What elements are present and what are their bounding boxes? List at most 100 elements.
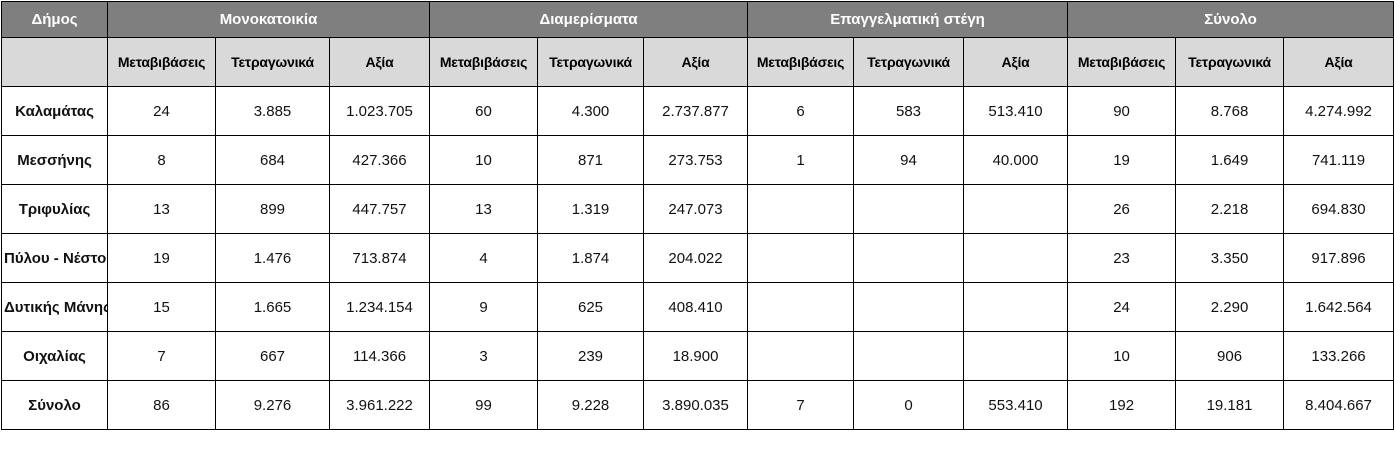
group-header-total: Σύνολο	[1067, 1, 1394, 38]
table-cell: 9.276	[215, 380, 330, 430]
table-cell: 906	[1175, 331, 1285, 381]
sub-header-square-meters: Τετραγωνικά	[537, 37, 645, 87]
table-cell: 24	[107, 86, 216, 136]
table-cell: 15	[107, 282, 216, 332]
table-cell: 94	[853, 135, 965, 185]
row-label: Οιχαλίας	[1, 331, 108, 381]
row-label: Τριφυλίας	[1, 184, 108, 234]
sub-header-value: Αξία	[1283, 37, 1394, 87]
table-cell: 18.900	[643, 331, 749, 381]
table-cell: 1.234.154	[328, 282, 431, 332]
table-cell: 10	[429, 135, 539, 185]
sub-header-transfers: Μεταβιβάσεις	[107, 37, 216, 87]
row-label: Πύλου - Νέστορος	[1, 233, 108, 283]
table-cell: 90	[1067, 86, 1177, 136]
table-row: Μεσσήνης 8 684 427.366 10 871 273.753 1 94 40.000…	[1, 135, 1394, 185]
table-cell: 583	[853, 86, 965, 136]
table-cell	[747, 331, 855, 381]
table-cell: 239	[537, 331, 645, 381]
table-cell: 3.961.222	[328, 380, 431, 430]
table-cell: 192	[1067, 380, 1177, 430]
row-label: Δυτικής Μάνης	[1, 282, 108, 332]
table-row: Σύνολο 86 9.276 3.961.222 99 9.228 3.890.035 7 0…	[1, 380, 1394, 430]
row-label: Σύνολο	[1, 380, 108, 430]
transfers-table: Δήμος Μονοκατοικία Διαμερίσματα Επαγγελμ…	[1, 1, 1394, 430]
table-cell: 8.768	[1175, 86, 1285, 136]
table-cell: 2.737.877	[643, 86, 749, 136]
table-cell: 60	[429, 86, 539, 136]
table-row: Δυτικής Μάνης 15 1.665 1.234.154 9 625 408.410…	[1, 282, 1394, 332]
sub-header-square-meters: Τετραγωνικά	[215, 37, 330, 87]
table-cell: 6	[747, 86, 855, 136]
table-cell: 1.023.705	[328, 86, 431, 136]
table-cell: 7	[107, 331, 216, 381]
table-cell: 8	[107, 135, 216, 185]
table-cell	[963, 184, 1069, 234]
table-cell: 871	[537, 135, 645, 185]
sub-header-blank	[1, 37, 108, 87]
sub-header-transfers: Μεταβιβάσεις	[747, 37, 855, 87]
table-cell: 19	[107, 233, 216, 283]
table-cell: 1.649	[1175, 135, 1285, 185]
sub-header-square-meters: Τετραγωνικά	[1175, 37, 1285, 87]
table-cell: 1.665	[215, 282, 330, 332]
table-row: Οιχαλίας 7 667 114.366 3 239 18.900 10 906 133.26…	[1, 331, 1394, 381]
table-cell: 684	[215, 135, 330, 185]
table-cell: 694.830	[1283, 184, 1394, 234]
row-label: Μεσσήνης	[1, 135, 108, 185]
table-cell: 3.885	[215, 86, 330, 136]
table-body: Καλαμάτας 24 3.885 1.023.705 60 4.300 2.737.87…	[1, 86, 1394, 430]
group-header-detached-houses: Μονοκατοικία	[106, 1, 431, 38]
table-row: Πύλου - Νέστορος191.476713.87441.874204.…	[1, 233, 1394, 283]
table-cell: 917.896	[1283, 233, 1394, 283]
table-cell: 625	[537, 282, 645, 332]
table-cell	[963, 331, 1069, 381]
group-header-row: Δήμος Μονοκατοικία Διαμερίσματα Επαγγελμ…	[1, 1, 1394, 38]
table-cell	[853, 331, 965, 381]
table-cell: 99	[429, 380, 539, 430]
table-cell: 3.350	[1175, 233, 1285, 283]
table-cell: 4.300	[537, 86, 645, 136]
table-cell: 2.218	[1175, 184, 1285, 234]
table-cell: 1.476	[215, 233, 330, 283]
table-cell: 1	[747, 135, 855, 185]
table-cell	[747, 184, 855, 234]
group-header-commercial: Επαγγελματική στέγη	[747, 1, 1069, 38]
table-cell: 23	[1067, 233, 1177, 283]
table-cell: 19	[1067, 135, 1177, 185]
table-cell: 741.119	[1283, 135, 1394, 185]
table-cell: 24	[1067, 282, 1177, 332]
table-row: Καλαμάτας 24 3.885 1.023.705 60 4.300 2.737.87…	[1, 86, 1394, 136]
sub-header-value: Αξία	[643, 37, 749, 87]
table-cell	[853, 233, 965, 283]
table-cell: 133.266	[1283, 331, 1394, 381]
table-cell: 114.366	[328, 331, 431, 381]
table-cell	[747, 282, 855, 332]
table-cell: 553.410	[963, 380, 1069, 430]
table-cell: 427.366	[328, 135, 431, 185]
table-cell: 9.228	[537, 380, 645, 430]
table-cell: 204.022	[643, 233, 749, 283]
table-cell	[963, 282, 1069, 332]
table-cell: 247.073	[643, 184, 749, 234]
table-row: Τριφυλίας 13 899 447.757 13 1.319 247.073 26 2.2…	[1, 184, 1394, 234]
table-cell: 13	[107, 184, 216, 234]
table-cell	[963, 233, 1069, 283]
row-label: Καλαμάτας	[1, 86, 108, 136]
table-cell: 899	[215, 184, 330, 234]
table-cell: 1.642.564	[1283, 282, 1394, 332]
table-cell: 713.874	[328, 233, 431, 283]
table-cell: 7	[747, 380, 855, 430]
table-cell: 3	[429, 331, 539, 381]
table-cell: 13	[429, 184, 539, 234]
table-cell: 26	[1067, 184, 1177, 234]
table-cell: 3.890.035	[643, 380, 749, 430]
table-cell: 0	[853, 380, 965, 430]
table-cell: 8.404.667	[1283, 380, 1394, 430]
sub-header-value: Αξία	[963, 37, 1069, 87]
group-header-apartments: Διαμερίσματα	[429, 1, 749, 38]
table-cell	[853, 184, 965, 234]
table-cell: 1.874	[537, 233, 645, 283]
table-cell: 667	[215, 331, 330, 381]
sub-header-value: Αξία	[328, 37, 431, 87]
